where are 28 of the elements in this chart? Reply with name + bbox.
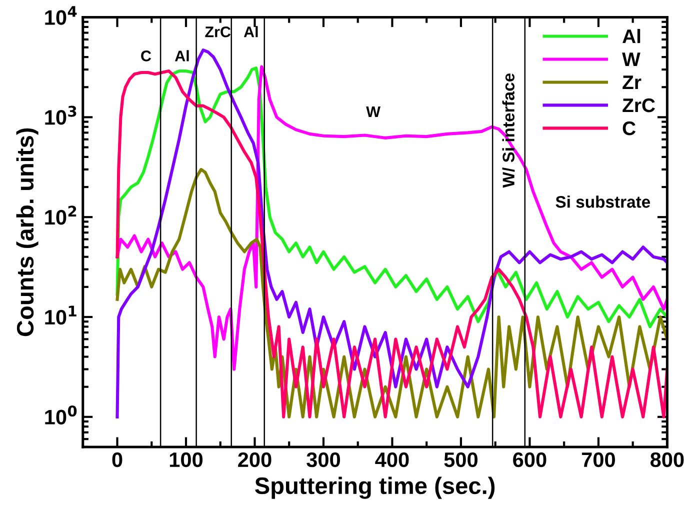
legend-label: Zr [622,76,642,90]
x-tick-label: 300 [306,452,340,468]
x-tick-label: 600 [513,452,546,468]
x-tick-label: 200 [238,452,272,468]
annotation: Al [174,50,189,62]
y-tick-label: 10$^{3}$ [45,106,76,125]
x-tick-label: 400 [375,452,409,468]
legend-label: Al [622,28,640,44]
annotation: Al [244,26,258,38]
x-tick-label: 100 [170,452,203,468]
y-tick-label: 10$^{1}$ [45,306,76,325]
x-axis-title: Sputtering time (sec.) [255,476,495,499]
legend-label: W [622,52,640,66]
legend-label: C [622,121,636,136]
y-axis-title: Counts (arb. units) [16,128,38,336]
annotation: W [366,106,380,118]
x-tick-label: 800 [650,452,684,468]
annotation: W/ Si interface [502,73,515,188]
y-tick-label: 10$^{2}$ [45,206,76,225]
annotation: ZrC [205,26,231,38]
x-tick-label: 700 [582,452,615,468]
annotation: Si substrate [556,196,650,208]
x-tick-label: 0 [112,452,122,468]
x-tick-label: 500 [444,452,478,468]
y-tick-label: 10$^{0}$ [45,405,77,424]
annotation: C [141,50,152,62]
y-tick-label: 10$^{4}$ [45,6,77,25]
legend-label: ZrC [622,98,655,112]
